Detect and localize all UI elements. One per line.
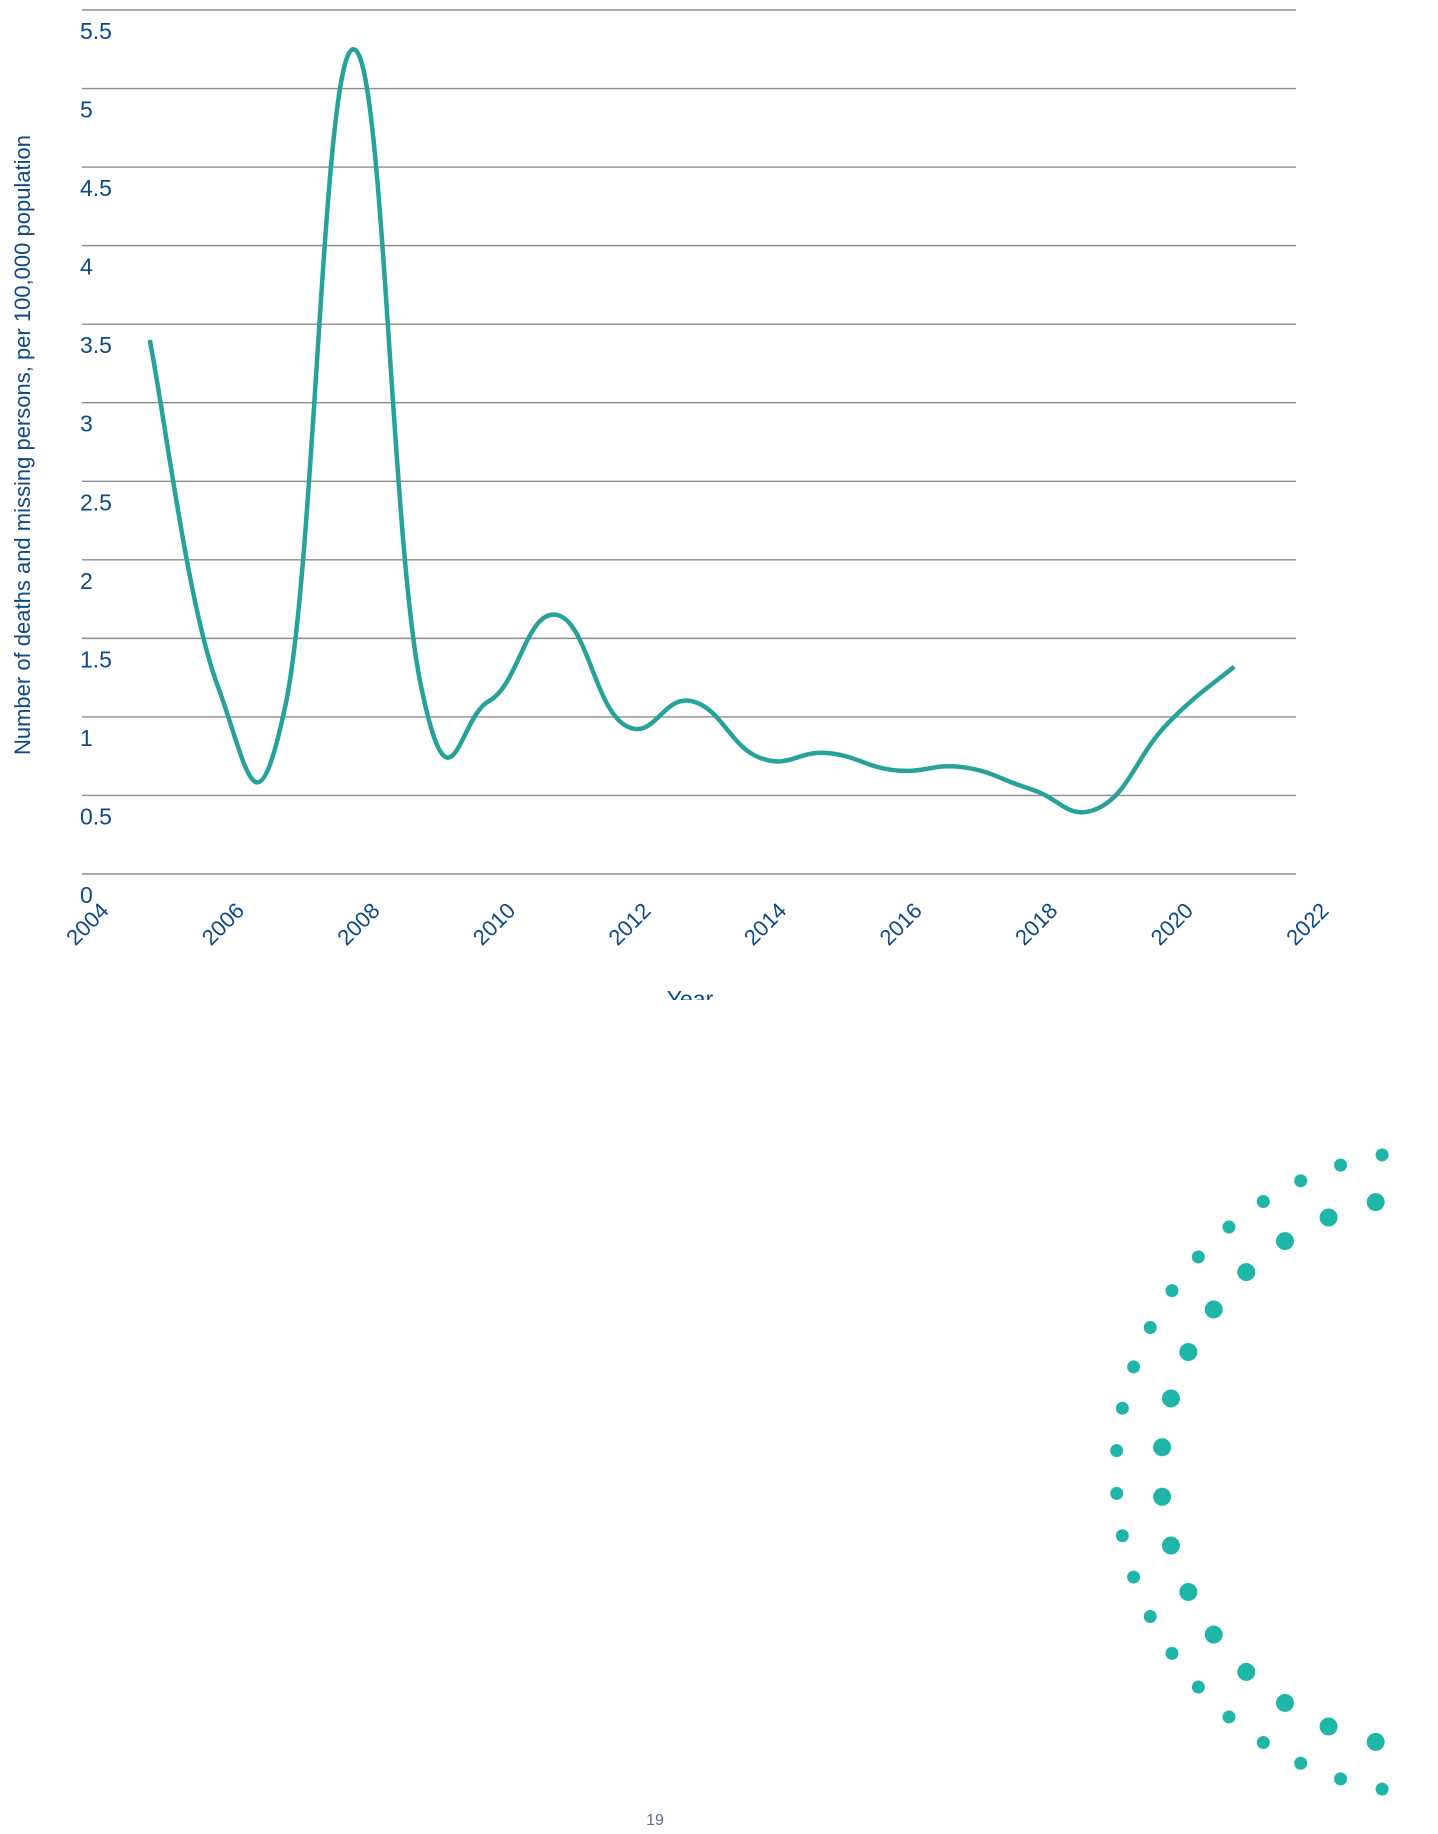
decor-dot — [1161, 1536, 1180, 1555]
y-axis-title: Number of deaths and missing persons, pe… — [10, 135, 35, 755]
decor-dot — [1366, 1193, 1385, 1212]
decor-dot — [1165, 1284, 1179, 1298]
decor-dot — [1191, 1250, 1205, 1264]
y-tick-label: 0 — [80, 882, 93, 908]
decor-dot — [1115, 1401, 1129, 1415]
y-tick-label: 0.5 — [80, 803, 112, 829]
y-tick-label: 4 — [80, 254, 93, 280]
y-tick-label: 4.5 — [80, 175, 112, 201]
decor-dot — [1204, 1625, 1223, 1644]
decor-dot — [1294, 1756, 1308, 1770]
y-tick-label: 5 — [80, 97, 93, 123]
y-tick-label: 2 — [80, 568, 93, 594]
series-layer — [147, 47, 1236, 815]
decor-dot — [1256, 1195, 1270, 1209]
x-tick-labels: 2004 2006 2008 2010 2012 2014 2016 2018 2020 2022 — [61, 898, 1333, 950]
decor-dot — [1204, 1300, 1223, 1319]
decor-dot — [1143, 1610, 1157, 1624]
decor-dot — [1294, 1174, 1308, 1188]
decor-dot — [1237, 1662, 1256, 1681]
x-tick-label: 2014 — [739, 898, 791, 950]
x-tick-label: 2010 — [468, 898, 520, 950]
decor-dot — [1165, 1646, 1179, 1660]
decor-dot — [1179, 1343, 1198, 1362]
y-tick-label: 5.5 — [80, 18, 112, 44]
decor-dot — [1161, 1389, 1180, 1408]
decor-dot — [1334, 1158, 1348, 1172]
x-tick-label: 2006 — [197, 898, 249, 950]
decor-dot — [1143, 1320, 1157, 1334]
y-tick-label: 3.5 — [80, 332, 112, 358]
decor-dot — [1110, 1444, 1124, 1458]
decor-dot — [1222, 1710, 1236, 1724]
decor-dot — [1127, 1570, 1141, 1584]
decor-dot — [1237, 1263, 1256, 1282]
decor-dot — [1334, 1772, 1348, 1786]
x-tick-label: 2004 — [61, 898, 113, 950]
page-number: 19 — [646, 1812, 664, 1829]
gridlines — [82, 9, 1296, 875]
decor-dot — [1275, 1232, 1294, 1251]
decor-dot — [1153, 1487, 1172, 1506]
x-tick-label: 2016 — [875, 898, 927, 950]
decor-dot — [1256, 1735, 1270, 1749]
x-axis-title: Year — [667, 986, 714, 1000]
y-tick-label: 1 — [80, 725, 93, 751]
decor-dot — [1375, 1148, 1389, 1162]
decor-dot — [1319, 1717, 1338, 1736]
decor-dot — [1153, 1438, 1172, 1457]
decor-dot — [1179, 1582, 1198, 1601]
decor-dot — [1115, 1529, 1129, 1543]
x-tick-label: 2022 — [1281, 898, 1333, 950]
decor-dot — [1191, 1680, 1205, 1694]
decor-dot — [1127, 1360, 1141, 1374]
x-tick-label: 2008 — [332, 898, 384, 950]
y-tick-labels: 0 0.5 1 1.5 2 2.5 3 3.5 4 4.5 5 5.5 — [80, 18, 112, 908]
x-tick-label: 2020 — [1146, 898, 1198, 950]
x-tick-label: 2012 — [603, 898, 655, 950]
decor-dot — [1375, 1782, 1389, 1796]
y-tick-label: 2.5 — [80, 489, 112, 515]
x-tick-label: 2018 — [1010, 898, 1062, 950]
y-tick-label: 3 — [80, 411, 93, 437]
decor-dot — [1275, 1693, 1294, 1712]
decor-dot — [1319, 1208, 1338, 1227]
line-chart: 0 0.5 1 1.5 2 2.5 3 3.5 4 4.5 5 5.5 2004 2006 2008 201… — [10, 9, 1334, 1000]
decor-dot — [1366, 1732, 1385, 1751]
decor-dot — [1222, 1220, 1236, 1234]
y-tick-label: 1.5 — [80, 646, 112, 672]
series-line — [147, 47, 1236, 815]
decor-dot — [1110, 1486, 1124, 1500]
